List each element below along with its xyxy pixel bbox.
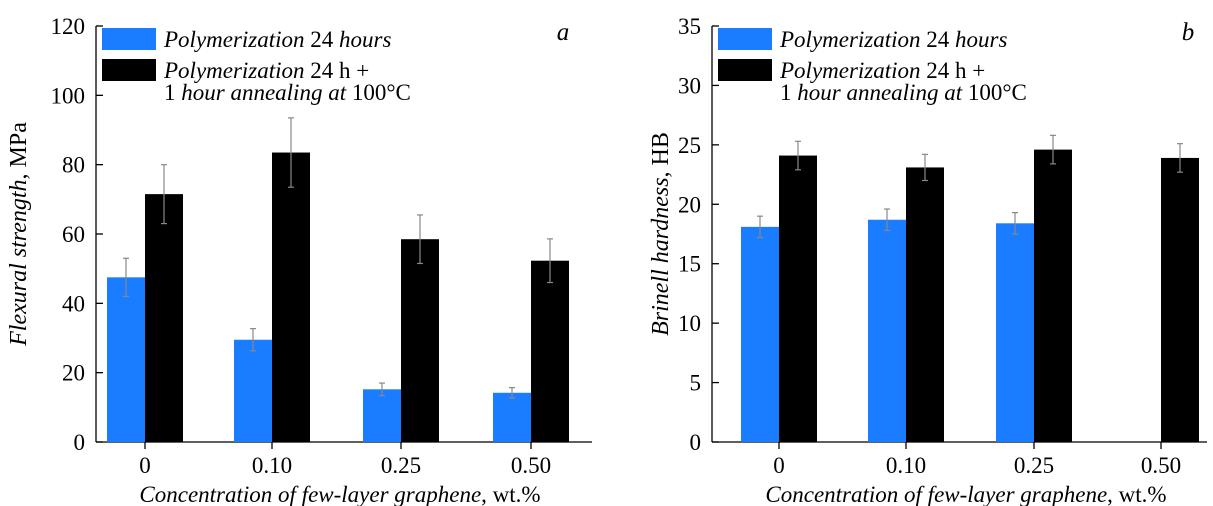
legend-label-series-2-line2-part: hour annealing at xyxy=(797,80,962,105)
bar-series-2 xyxy=(1034,149,1072,442)
y-axis-label-part: , HB xyxy=(648,132,674,177)
x-tick-label: 0.25 xyxy=(1014,453,1054,478)
y-axis-label-part: , MPa xyxy=(6,122,32,180)
legend-label-series-1: Polymerization 24 hours xyxy=(163,27,391,52)
legend-swatch-series-1 xyxy=(718,28,772,50)
y-axis-label-part: Flexural strength xyxy=(6,179,32,346)
x-tick-label: 0 xyxy=(773,453,785,478)
panel-label: a xyxy=(557,19,570,46)
x-axis-label-part: Concentration of few-layer graphene xyxy=(765,482,1107,506)
x-tick-label: 0 xyxy=(139,453,151,478)
legend-label-series-2-part: 24 h + xyxy=(921,58,986,83)
y-tick-label: 100 xyxy=(51,83,86,108)
x-tick-label: 0.10 xyxy=(252,453,292,478)
bar-series-1 xyxy=(363,389,401,442)
y-tick-label: 20 xyxy=(678,192,701,217)
y-axis-label-part: Brinell hardness xyxy=(648,177,674,335)
x-tick-label: 0.50 xyxy=(1141,453,1181,478)
panel-a: 0 20 40 60 80 100 120 0 0.10 0.25 0.50 Polymerizati… xyxy=(6,14,592,506)
y-tick-label: 35 xyxy=(678,14,701,39)
x-axis-label-part: , wt.% xyxy=(481,482,540,506)
legend-label-series-2-line2-part: 100°C xyxy=(346,80,411,105)
bar-series-1 xyxy=(234,339,272,442)
bar-series-2 xyxy=(145,194,183,442)
legend-label-series-2-part: Polymerization xyxy=(779,58,921,83)
legend-swatch-series-2 xyxy=(718,59,772,81)
y-axis-label: Flexural strength, MPa xyxy=(6,122,32,347)
legend-label-series-1-part: hours xyxy=(955,27,1007,52)
bar-series-1 xyxy=(868,219,906,442)
y-tick-label: 10 xyxy=(678,311,701,336)
bar-series-1 xyxy=(107,277,145,442)
bar-series-2 xyxy=(272,152,310,443)
bar-series-1 xyxy=(741,226,779,442)
x-tick-label: 0.50 xyxy=(511,453,551,478)
bar-series-2 xyxy=(531,260,569,442)
legend-label-series-1-part: 24 xyxy=(305,27,340,52)
legend-label-series-2-line2: 1 hour annealing at 100°C xyxy=(780,80,1027,105)
bar-series-1 xyxy=(493,392,531,442)
legend-label-series-1-part: Polymerization xyxy=(163,27,305,52)
legend-label-series-2: Polymerization 24 h + xyxy=(779,58,985,83)
legend-label-series-2-line2-part: 1 xyxy=(780,80,797,105)
x-axis-label-part: , wt.% xyxy=(1107,482,1166,506)
legend-label-series-1-part: hours xyxy=(339,27,391,52)
y-tick-label: 120 xyxy=(51,14,86,39)
bar-series-2 xyxy=(906,167,944,442)
y-tick-label: 25 xyxy=(678,133,701,158)
y-tick-label: 40 xyxy=(62,291,85,316)
y-tick-label: 15 xyxy=(678,252,701,277)
x-tick-label: 0.25 xyxy=(381,453,421,478)
legend-label-series-1-part: 24 xyxy=(921,27,956,52)
y-tick-label: 5 xyxy=(690,371,702,396)
legend-label-series-2-part: Polymerization xyxy=(163,58,305,83)
bar-series-2 xyxy=(779,155,817,442)
y-axis-label: Brinell hardness, HB xyxy=(648,132,674,336)
legend-label-series-2-line2-part: 100°C xyxy=(962,80,1027,105)
legend-swatch-series-2 xyxy=(102,59,156,81)
y-tick-label: 0 xyxy=(74,430,86,455)
x-tick-label: 0.10 xyxy=(886,453,926,478)
x-axis-label-part: Concentration of few-layer graphene xyxy=(139,482,481,506)
legend-label-series-1-part: Polymerization xyxy=(779,27,921,52)
legend-label-series-2-part: 24 h + xyxy=(305,58,370,83)
bar-series-2 xyxy=(1161,157,1199,442)
x-axis-label: Concentration of few-layer graphene, wt.… xyxy=(139,482,540,506)
y-tick-label: 60 xyxy=(62,222,85,247)
bar-series-2 xyxy=(401,239,439,442)
legend-label-series-2-line2: 1 hour annealing at 100°C xyxy=(164,80,411,105)
y-tick-label: 30 xyxy=(678,73,701,98)
y-tick-label: 0 xyxy=(690,430,702,455)
y-tick-label: 80 xyxy=(62,153,85,178)
legend-swatch-series-1 xyxy=(102,28,156,50)
panel-label: b xyxy=(1182,19,1195,46)
legend-label-series-2: Polymerization 24 h + xyxy=(163,58,369,83)
y-tick-label: 20 xyxy=(62,361,85,386)
legend-label-series-2-line2-part: hour annealing at xyxy=(181,80,346,105)
bar-series-1 xyxy=(996,223,1034,442)
legend-label-series-2-line2-part: 1 xyxy=(164,80,181,105)
legend-label-series-1: Polymerization 24 hours xyxy=(779,27,1007,52)
panel-b: 0 5 10 15 20 25 30 35 0 0.10 0.25 0.50 Polymerizatio… xyxy=(648,14,1207,506)
x-axis-label: Concentration of few-layer graphene, wt.… xyxy=(765,482,1166,506)
